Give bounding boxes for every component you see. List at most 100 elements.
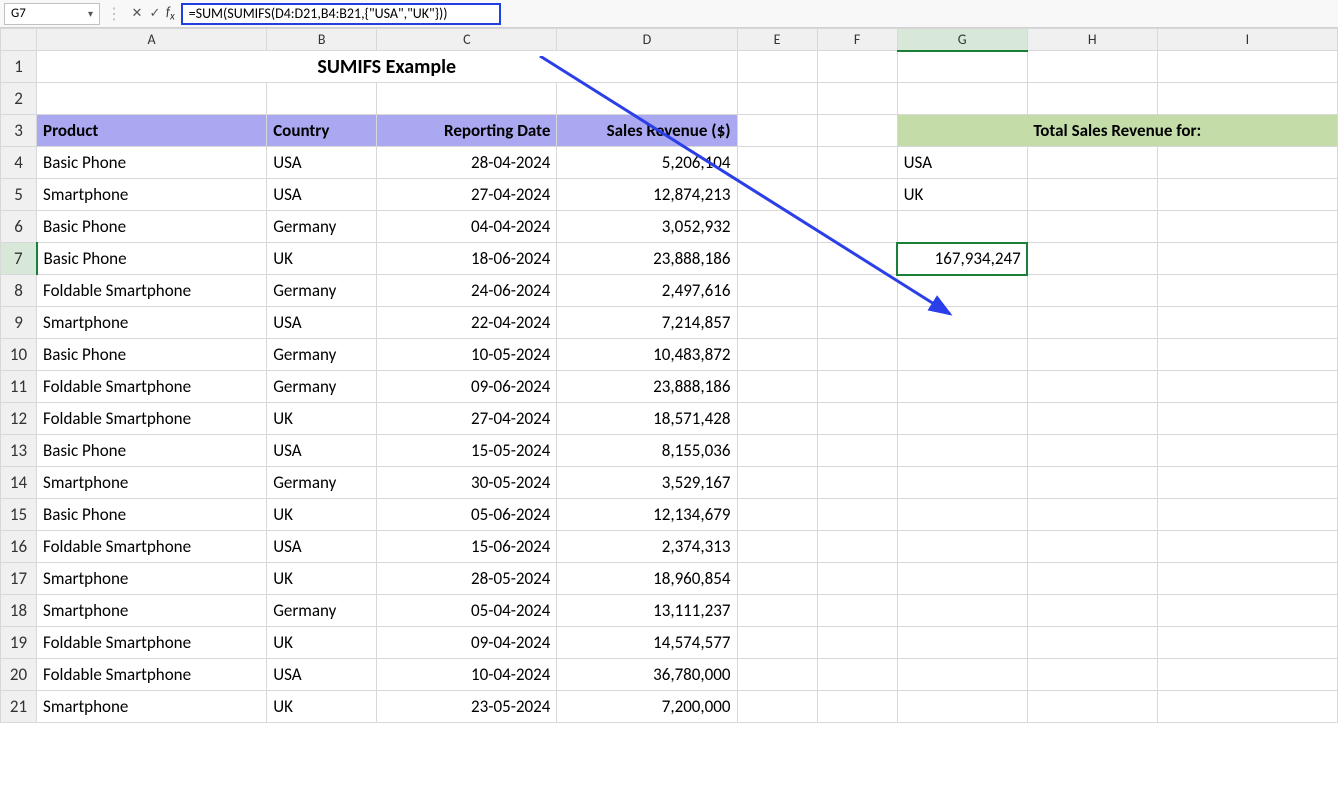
cell-A20[interactable]: Foldable Smartphone <box>37 659 267 691</box>
cell-H11[interactable] <box>1027 371 1157 403</box>
cell-I4[interactable] <box>1157 147 1337 179</box>
cell-H4[interactable] <box>1027 147 1157 179</box>
cell-G18[interactable] <box>897 595 1027 627</box>
cell-I16[interactable] <box>1157 531 1337 563</box>
cell-I14[interactable] <box>1157 467 1337 499</box>
cell-H7[interactable] <box>1027 243 1157 275</box>
cell-I5[interactable] <box>1157 179 1337 211</box>
cell-B13[interactable]: USA <box>267 435 377 467</box>
row-header-15[interactable]: 15 <box>1 499 37 531</box>
cell-I17[interactable] <box>1157 563 1337 595</box>
cell-A13[interactable]: Basic Phone <box>37 435 267 467</box>
col-header-D[interactable]: D <box>557 29 737 51</box>
cell-F1[interactable] <box>817 51 897 83</box>
cell-A11[interactable]: Foldable Smartphone <box>37 371 267 403</box>
cell-H15[interactable] <box>1027 499 1157 531</box>
cell-I20[interactable] <box>1157 659 1337 691</box>
cell-F10[interactable] <box>817 339 897 371</box>
cell-E7[interactable] <box>737 243 817 275</box>
cell-F21[interactable] <box>817 691 897 723</box>
col-header-A[interactable]: A <box>37 29 267 51</box>
cell-F4[interactable] <box>817 147 897 179</box>
cell-F12[interactable] <box>817 403 897 435</box>
cell-I19[interactable] <box>1157 627 1337 659</box>
cell-H1[interactable] <box>1027 51 1157 83</box>
row-header-1[interactable]: 1 <box>1 51 37 83</box>
cell-E19[interactable] <box>737 627 817 659</box>
header-A[interactable]: Product <box>37 115 267 147</box>
cell-G15[interactable] <box>897 499 1027 531</box>
cell-D16[interactable]: 2,374,313 <box>557 531 737 563</box>
cell-G8[interactable] <box>897 275 1027 307</box>
cell-D13[interactable]: 8,155,036 <box>557 435 737 467</box>
cell-E20[interactable] <box>737 659 817 691</box>
header-C[interactable]: Reporting Date <box>377 115 557 147</box>
cell-B9[interactable]: USA <box>267 307 377 339</box>
row-header-19[interactable]: 19 <box>1 627 37 659</box>
row-header-17[interactable]: 17 <box>1 563 37 595</box>
cell-C13[interactable]: 15-05-2024 <box>377 435 557 467</box>
cell-E4[interactable] <box>737 147 817 179</box>
col-header-F[interactable]: F <box>817 29 897 51</box>
cell-C2[interactable] <box>377 83 557 115</box>
cell-D7[interactable]: 23,888,186 <box>557 243 737 275</box>
col-header-E[interactable]: E <box>737 29 817 51</box>
cell-D18[interactable]: 13,111,237 <box>557 595 737 627</box>
row-header-21[interactable]: 21 <box>1 691 37 723</box>
cell-F17[interactable] <box>817 563 897 595</box>
cell-H9[interactable] <box>1027 307 1157 339</box>
cell-C20[interactable]: 10-04-2024 <box>377 659 557 691</box>
cell-C6[interactable]: 04-04-2024 <box>377 211 557 243</box>
cell-E17[interactable] <box>737 563 817 595</box>
cell-A6[interactable]: Basic Phone <box>37 211 267 243</box>
cell-F19[interactable] <box>817 627 897 659</box>
cell-B5[interactable]: USA <box>267 179 377 211</box>
cell-I9[interactable] <box>1157 307 1337 339</box>
cell-C16[interactable]: 15-06-2024 <box>377 531 557 563</box>
cell-C18[interactable]: 05-04-2024 <box>377 595 557 627</box>
side-header[interactable]: Total Sales Revenue for: <box>897 115 1337 147</box>
cell-A16[interactable]: Foldable Smartphone <box>37 531 267 563</box>
row-header-7[interactable]: 7 <box>1 243 37 275</box>
cell-E13[interactable] <box>737 435 817 467</box>
cell-E18[interactable] <box>737 595 817 627</box>
cell-D21[interactable]: 7,200,000 <box>557 691 737 723</box>
cell-F5[interactable] <box>817 179 897 211</box>
cell-I2[interactable] <box>1157 83 1337 115</box>
cell-C7[interactable]: 18-06-2024 <box>377 243 557 275</box>
row-header-14[interactable]: 14 <box>1 467 37 499</box>
cell-G6[interactable] <box>897 211 1027 243</box>
cell-E9[interactable] <box>737 307 817 339</box>
select-all-corner[interactable] <box>1 29 37 51</box>
cell-G5[interactable]: UK <box>897 179 1027 211</box>
cell-G10[interactable] <box>897 339 1027 371</box>
cell-G17[interactable] <box>897 563 1027 595</box>
cell-B10[interactable]: Germany <box>267 339 377 371</box>
formula-input[interactable]: =SUM(SUMIFS(D4:D21,B4:B21,{"USA","UK"})) <box>181 3 501 25</box>
cell-A19[interactable]: Foldable Smartphone <box>37 627 267 659</box>
cell-A12[interactable]: Foldable Smartphone <box>37 403 267 435</box>
row-header-10[interactable]: 10 <box>1 339 37 371</box>
cell-E5[interactable] <box>737 179 817 211</box>
cell-H16[interactable] <box>1027 531 1157 563</box>
cell-D2[interactable] <box>557 83 737 115</box>
cell-H14[interactable] <box>1027 467 1157 499</box>
cell-A8[interactable]: Foldable Smartphone <box>37 275 267 307</box>
cell-H5[interactable] <box>1027 179 1157 211</box>
cell-E2[interactable] <box>737 83 817 115</box>
cell-B20[interactable]: USA <box>267 659 377 691</box>
cell-H10[interactable] <box>1027 339 1157 371</box>
cell-C12[interactable]: 27-04-2024 <box>377 403 557 435</box>
cell-A7[interactable]: Basic Phone <box>37 243 267 275</box>
cell-A2[interactable] <box>37 83 267 115</box>
col-header-G[interactable]: G <box>897 29 1027 51</box>
cell-G1[interactable] <box>897 51 1027 83</box>
cell-F6[interactable] <box>817 211 897 243</box>
cell-F13[interactable] <box>817 435 897 467</box>
name-box[interactable]: G7 ▾ <box>4 3 100 25</box>
cell-H6[interactable] <box>1027 211 1157 243</box>
row-header-5[interactable]: 5 <box>1 179 37 211</box>
cell-B16[interactable]: USA <box>267 531 377 563</box>
confirm-icon[interactable]: ✓ <box>146 3 164 25</box>
cell-I11[interactable] <box>1157 371 1337 403</box>
